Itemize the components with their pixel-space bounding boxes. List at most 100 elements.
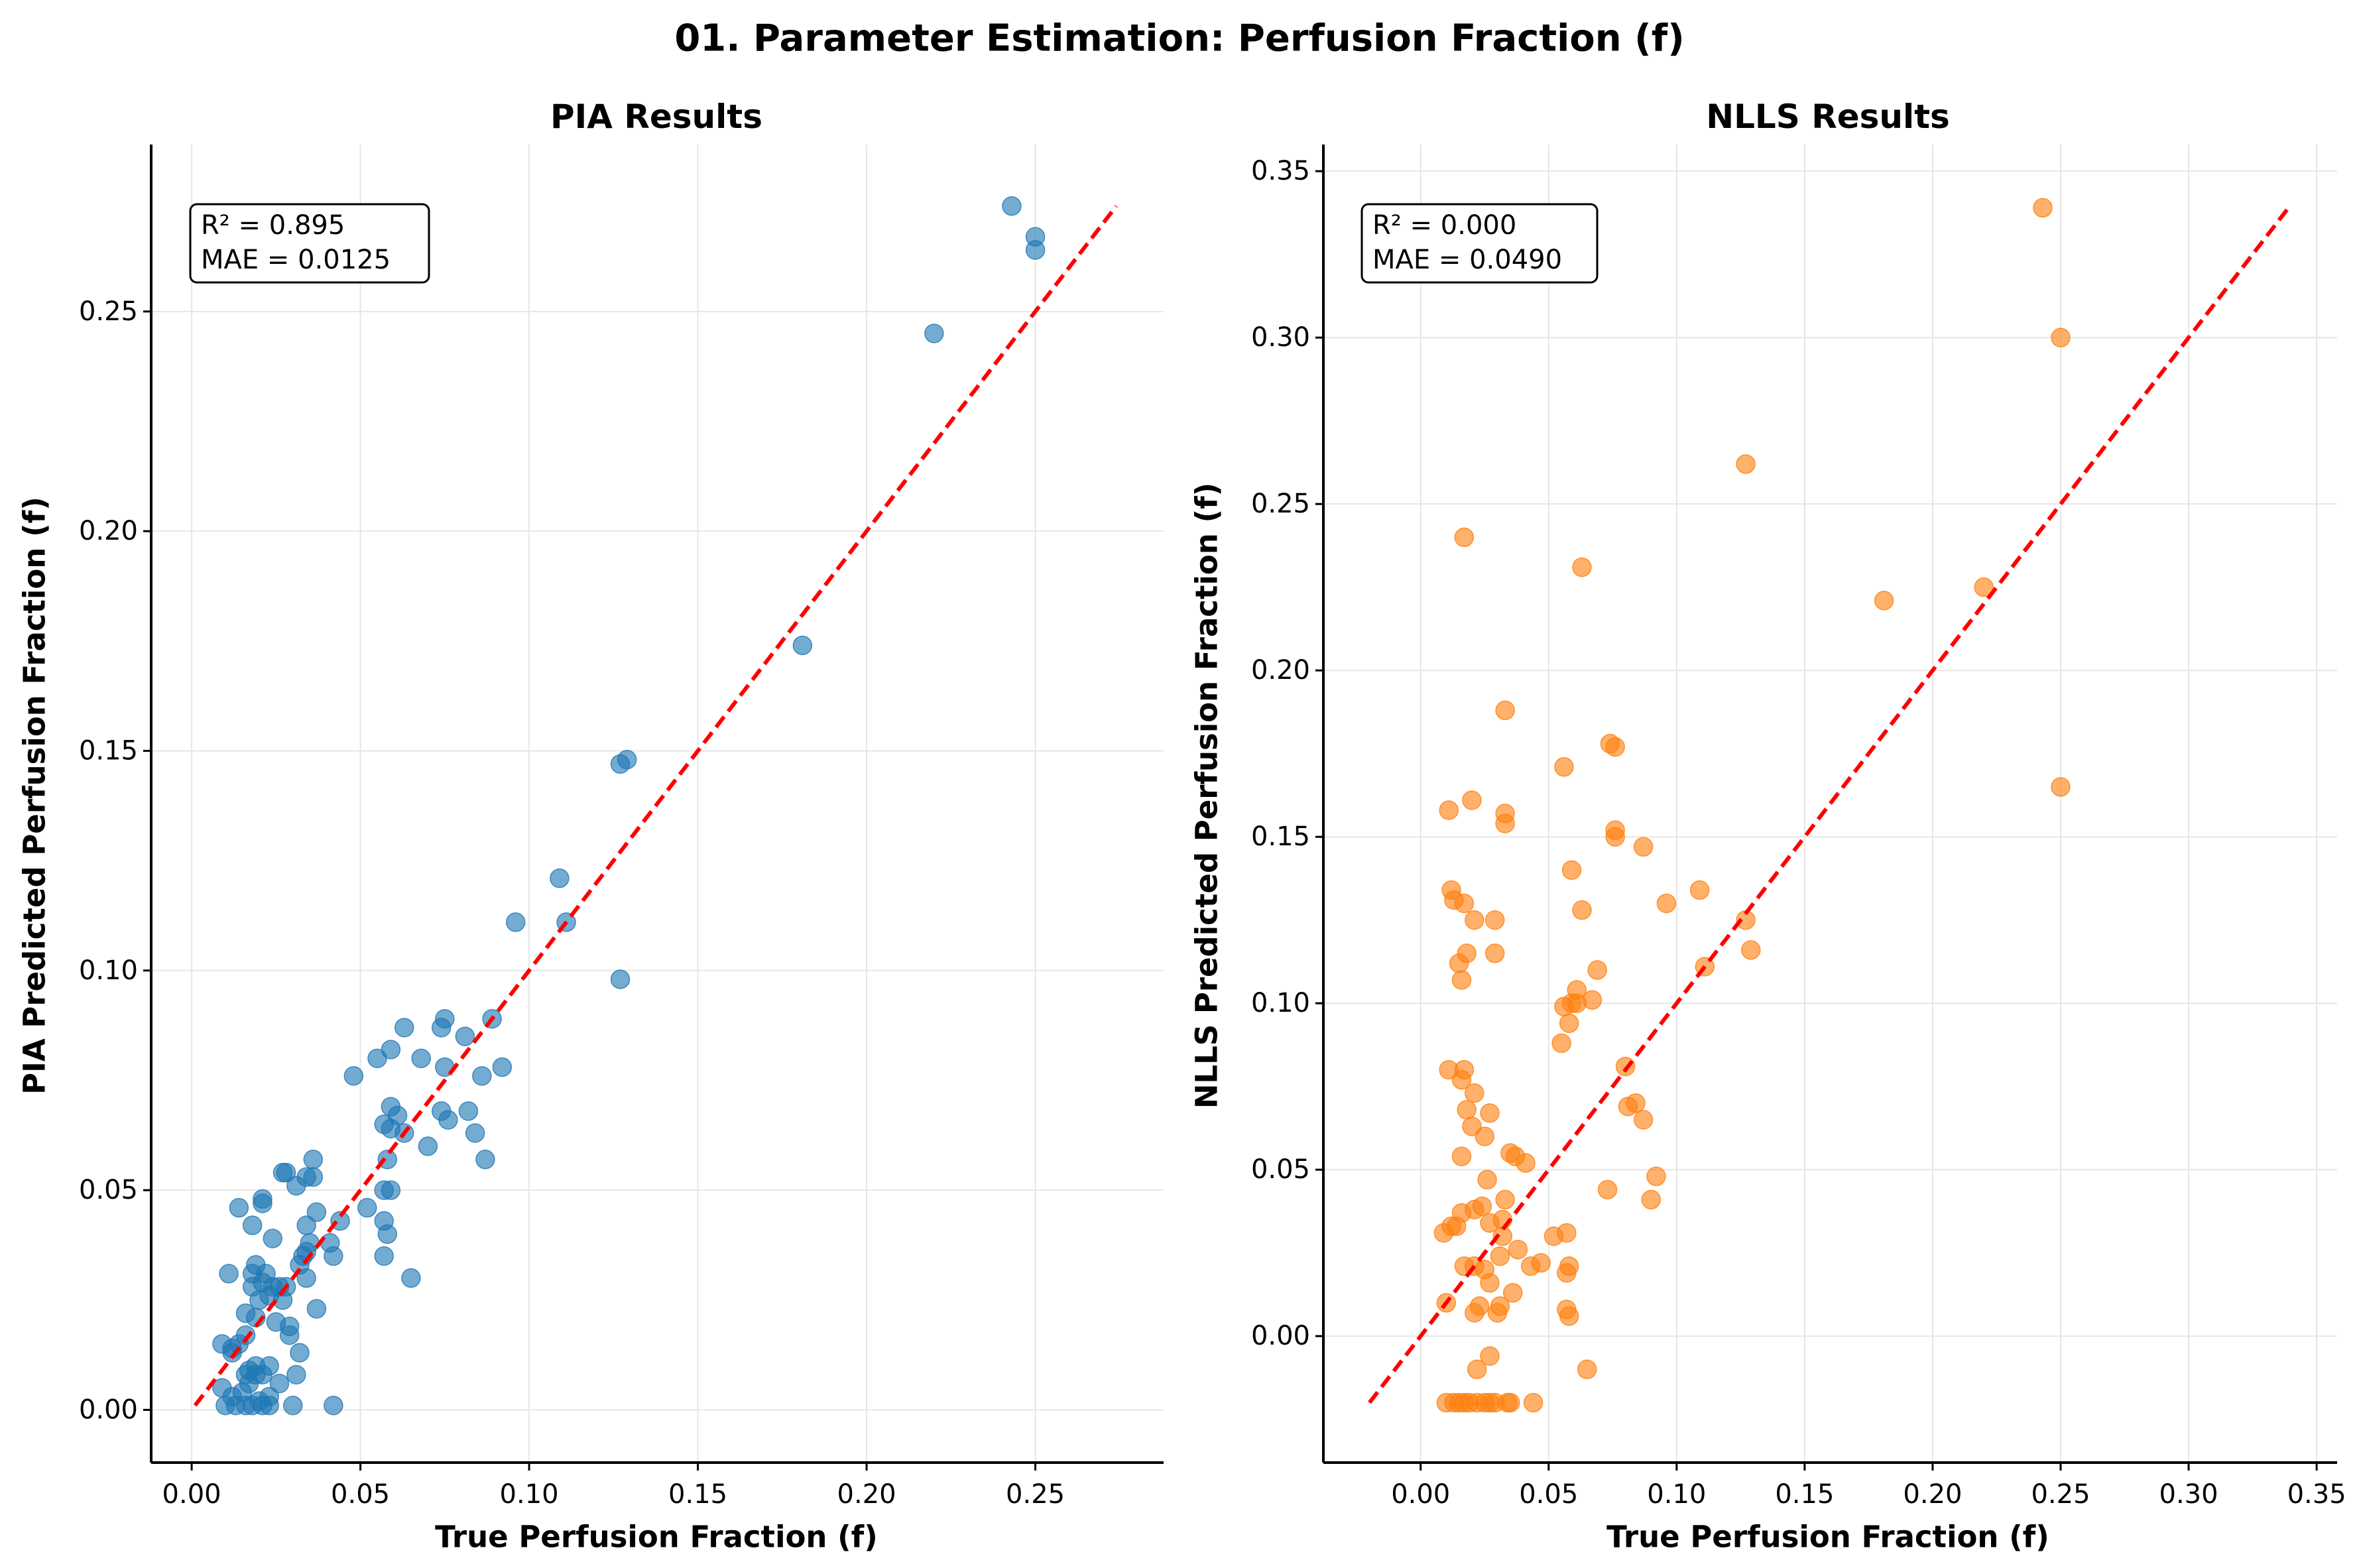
nlls-data-point <box>1508 1239 1528 1260</box>
nlls-ytick-label: 0.00 <box>1251 1321 1310 1351</box>
pia-data-point <box>286 1176 306 1196</box>
pia-data-point <box>303 1150 324 1170</box>
nlls-identity-line-path <box>1368 203 2293 1404</box>
nlls-data-point <box>1577 1359 1597 1380</box>
nlls-xtick-label: 0.00 <box>1391 1479 1450 1510</box>
nlls-data-point <box>1974 577 1994 597</box>
pia-xtick-label: 0.05 <box>331 1479 390 1510</box>
pia-data-point <box>269 1373 290 1394</box>
nlls-data-point <box>1646 1166 1666 1187</box>
nlls-points <box>1433 198 2071 1413</box>
pia-data-point <box>792 635 813 656</box>
nlls-xtick-label: 0.35 <box>2287 1479 2346 1510</box>
nlls-data-point <box>2051 328 2071 347</box>
nlls-data-point <box>1587 960 1607 980</box>
pia-ytick-label: 0.15 <box>79 735 138 766</box>
nlls-ytick-label: 0.30 <box>1251 322 1310 353</box>
pia-data-point <box>1025 240 1046 260</box>
nlls-data-point <box>1523 1392 1543 1413</box>
nlls-data-point <box>1689 880 1710 900</box>
nlls-data-point <box>1559 1013 1579 1034</box>
pia-data-point <box>303 1167 324 1187</box>
nlls-xtick-label: 0.20 <box>1903 1479 1962 1510</box>
nlls-stats-box: R² = 0.000 MAE = 0.0490 <box>1361 203 1599 284</box>
nlls-data-point <box>1480 1273 1500 1293</box>
nlls-data-point <box>1605 827 1625 847</box>
nlls-xtick-label: 0.15 <box>1775 1479 1834 1510</box>
nlls-data-point <box>1633 837 1654 857</box>
nlls-xtick-label: 0.05 <box>1519 1479 1578 1510</box>
pia-data-point <box>253 1193 272 1213</box>
nlls-data-point <box>1495 1189 1515 1210</box>
nlls-data-point <box>1736 454 1756 474</box>
nlls-data-point <box>1495 814 1515 833</box>
nlls-panel: 0.00 0.05 0.10 0.15 0.20 0.25 0.30 0.35 0.00 0.05… <box>1189 97 2346 1555</box>
pia-ytick-label: 0.25 <box>79 296 138 327</box>
nlls-data-point <box>1554 757 1574 777</box>
nlls-data-point <box>1874 591 1894 611</box>
pia-r2: R² = 0.895 <box>201 210 345 241</box>
pia-data-point <box>263 1229 282 1248</box>
pia-xtick-label: 0.00 <box>162 1479 221 1510</box>
nlls-data-point <box>1472 1196 1492 1217</box>
nlls-data-point <box>2051 777 2071 797</box>
pia-data-point <box>357 1197 377 1218</box>
pia-data-point <box>343 1066 364 1086</box>
pia-data-point <box>229 1197 249 1218</box>
nlls-ylabel: NLLS Predicted Perfusion Fraction (f) <box>1189 483 1225 1109</box>
nlls-data-point <box>1457 1100 1477 1120</box>
pia-data-point <box>296 1215 316 1235</box>
pia-data-point <box>296 1268 316 1288</box>
pia-title: PIA Results <box>550 97 762 136</box>
pia-points <box>212 196 1046 1416</box>
nlls-data-point <box>1561 860 1582 880</box>
nlls-data-point <box>1559 1306 1579 1326</box>
nlls-data-point <box>1572 557 1592 577</box>
nlls-data-point <box>1475 1126 1494 1146</box>
pia-data-point <box>276 1162 296 1183</box>
pia-data-point <box>610 969 631 989</box>
pia-xtick-label: 0.25 <box>1006 1479 1065 1510</box>
pia-data-point <box>377 1224 398 1244</box>
nlls-ytick-label: 0.25 <box>1251 489 1310 519</box>
nlls-data-point <box>1465 1083 1484 1103</box>
nlls-data-point <box>1451 1069 1472 1090</box>
nlls-ytick-label: 0.35 <box>1251 156 1310 186</box>
nlls-data-point <box>1439 800 1459 820</box>
nlls-axes <box>1322 145 2337 1464</box>
nlls-ytick-label: 0.05 <box>1251 1154 1310 1185</box>
pia-data-point <box>394 1018 414 1038</box>
pia-data-point <box>475 1150 495 1170</box>
pia-data-point <box>324 1246 343 1266</box>
nlls-data-point <box>1572 900 1592 920</box>
nlls-data-point <box>1597 1179 1618 1200</box>
pia-data-point <box>438 1110 458 1130</box>
nlls-data-point <box>1465 1303 1484 1323</box>
pia-mae: MAE = 0.0125 <box>201 245 391 275</box>
nlls-data-point <box>1477 1170 1497 1190</box>
pia-xtick-label: 0.15 <box>668 1479 727 1510</box>
nlls-data-point <box>1467 1359 1487 1380</box>
nlls-xtick-label: 0.25 <box>2031 1479 2090 1510</box>
nlls-data-point <box>1480 1346 1500 1366</box>
nlls-data-point <box>1741 940 1761 960</box>
nlls-identity-line <box>1368 203 2293 1404</box>
pia-data-point <box>286 1364 306 1385</box>
pia-xlabel: True Perfusion Fraction (f) <box>435 1520 878 1555</box>
nlls-data-point <box>1531 1253 1551 1273</box>
nlls-data-point <box>1465 910 1484 930</box>
nlls-xlabel: True Perfusion Fraction (f) <box>1606 1520 2049 1555</box>
pia-data-point <box>411 1048 431 1069</box>
nlls-data-point <box>1495 700 1515 721</box>
pia-axes <box>150 145 1164 1464</box>
nlls-data-point <box>1626 1093 1646 1113</box>
nlls-mae: MAE = 0.0490 <box>1372 245 1562 275</box>
nlls-data-point <box>1490 1246 1510 1266</box>
pia-data-point <box>550 868 570 888</box>
pia-ylabel: PIA Predicted Perfusion Fraction (f) <box>17 497 52 1095</box>
nlls-data-point <box>1633 1110 1654 1130</box>
nlls-data-point <box>1454 893 1475 914</box>
pia-data-point <box>324 1396 343 1416</box>
pia-data-point <box>431 1018 452 1038</box>
